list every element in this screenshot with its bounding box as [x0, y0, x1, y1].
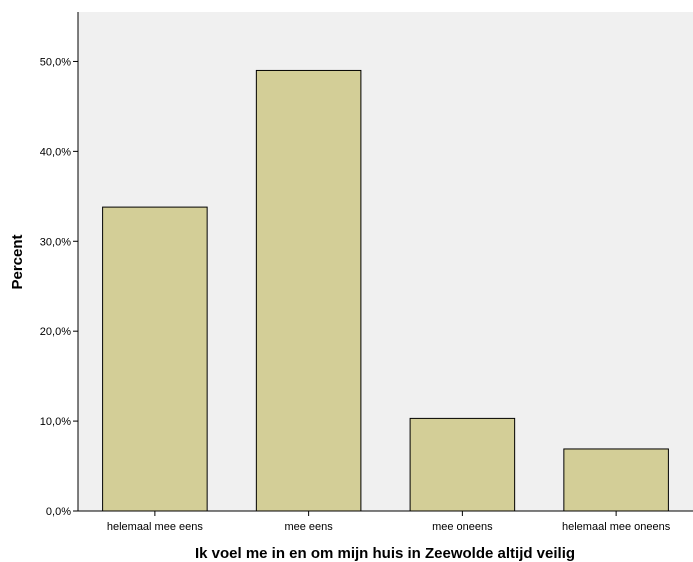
bars	[102, 69, 669, 512]
x-tick-label: helemaal mee eens	[107, 521, 204, 533]
y-tick-label: 40,0%	[40, 146, 71, 158]
bar	[102, 206, 208, 512]
y-tick-label: 0,0%	[46, 506, 71, 518]
x-axis-title: Ik voel me in en om mijn huis in Zeewold…	[195, 545, 575, 562]
y-tick-label: 30,0%	[40, 236, 71, 248]
x-tick-label: helemaal mee oneens	[562, 521, 671, 533]
y-axis: 0,0% 10,0% 20,0% 30,0% 40,0% 50,0%	[40, 12, 79, 518]
bar	[409, 417, 516, 512]
y-tick-label: 50,0%	[40, 56, 71, 68]
bar	[563, 448, 669, 512]
y-axis-title: Percent	[9, 234, 26, 289]
x-tick-label: mee oneens	[432, 521, 493, 533]
bar	[255, 69, 362, 512]
y-tick-label: 20,0%	[40, 326, 71, 338]
x-axis: helemaal mee eens mee eens mee oneens helem…	[78, 510, 693, 533]
y-tick-label: 10,0%	[40, 416, 71, 428]
x-tick-label: mee eens	[284, 521, 333, 533]
